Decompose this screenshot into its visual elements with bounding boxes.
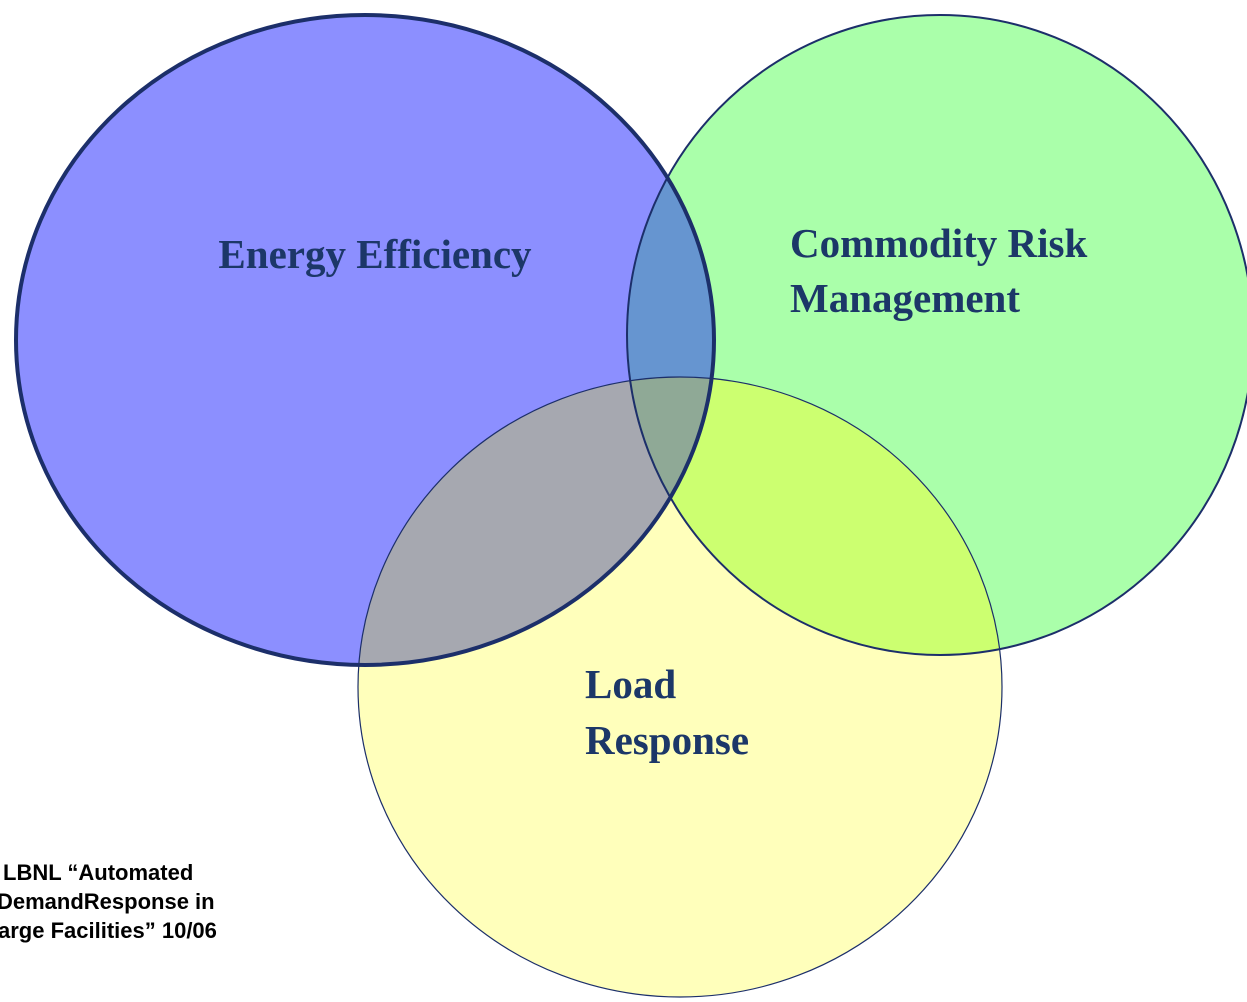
node-label: Load: [585, 661, 676, 707]
node-label: Energy Efficiency: [218, 231, 532, 277]
node-label: Commodity Risk: [790, 220, 1087, 266]
source-note: DemandResponse in: [0, 889, 215, 914]
efficiency-outline: [14, 13, 716, 667]
circle-outlines: [14, 13, 1247, 998]
source-note: arge Facilities” 10/06: [0, 918, 217, 943]
overlap-commodity-load: [627, 377, 1002, 655]
circle-fills: [16, 15, 1247, 997]
node-label: Management: [790, 275, 1020, 321]
load-outline: [357, 376, 1003, 998]
commodity-outline: [626, 14, 1247, 656]
source-note: LBNL “Automated: [3, 860, 193, 885]
overlap-efficiency-load: [358, 377, 714, 665]
node-label: Response: [585, 717, 749, 763]
